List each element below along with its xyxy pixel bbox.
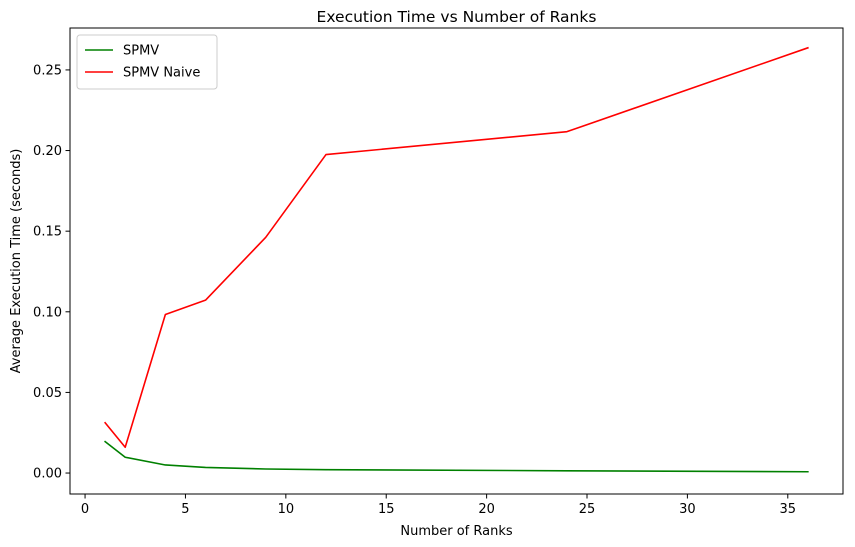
- y-tick-label: 0.20: [33, 144, 62, 159]
- ticks-layer: 0 5 10 15 20 25 30 35 0.00 0.05 0.10 0.15 0.20 0.25: [33, 63, 796, 517]
- plot-frame: [69, 27, 844, 495]
- series-line-spmv-naive: [104, 46, 809, 449]
- x-tick-label: 30: [679, 502, 696, 517]
- y-tick-label: 0.10: [33, 305, 62, 320]
- x-tick-label: 0: [81, 502, 89, 517]
- x-tick-label: 35: [780, 502, 797, 517]
- y-tick-label: 0.00: [33, 467, 62, 482]
- y-tick-label: 0.05: [33, 386, 62, 401]
- y-axis-label: Average Execution Time (seconds): [9, 149, 24, 374]
- x-tick-label: 20: [478, 502, 495, 517]
- chart-title: Execution Time vs Number of Ranks: [317, 8, 597, 26]
- x-tick-label: 5: [181, 502, 189, 517]
- legend-label-spmv-naive: SPMV Naive: [123, 66, 200, 81]
- legend: SPMV SPMV Naive: [76, 34, 218, 90]
- x-tick-label: 25: [579, 502, 596, 517]
- legend-label-spmv: SPMV: [123, 44, 159, 59]
- series-line-spmv: [104, 440, 809, 473]
- x-tick-label: 10: [278, 502, 295, 517]
- y-tick-label: 0.25: [33, 63, 62, 78]
- legend-box: [76, 34, 218, 90]
- series-layer: [104, 46, 809, 473]
- x-tick-label: 15: [378, 502, 395, 517]
- y-tick-label: 0.15: [33, 225, 62, 240]
- x-axis-label: Number of Ranks: [400, 524, 512, 539]
